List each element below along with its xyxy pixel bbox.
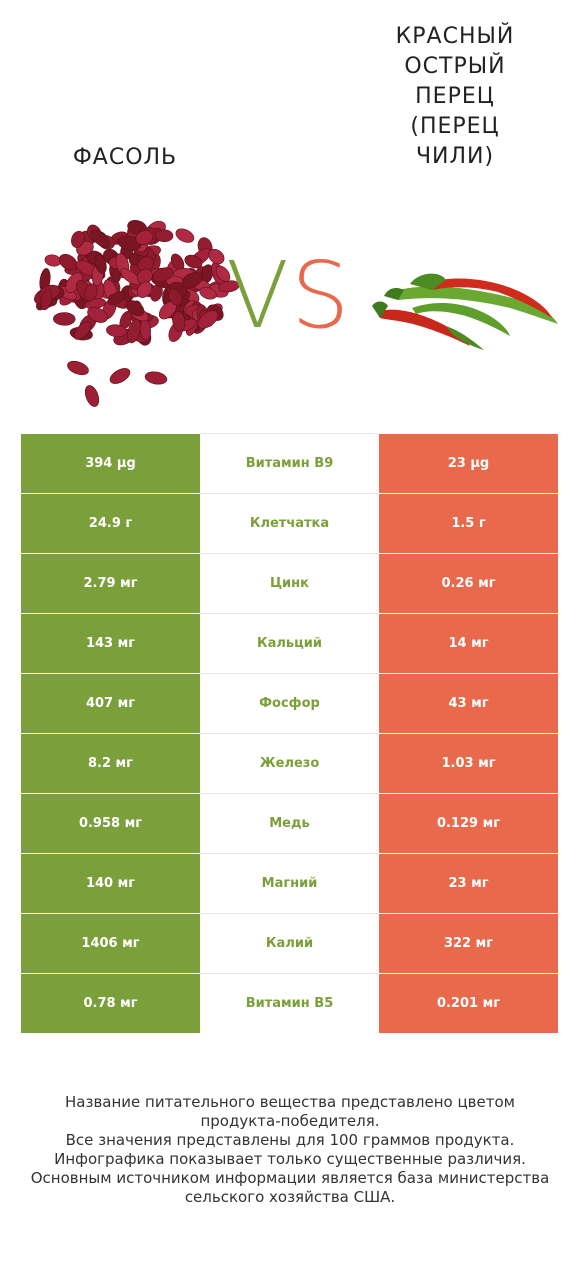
left-value-cell: 24.9 г bbox=[21, 493, 200, 554]
bean bbox=[135, 230, 154, 245]
table-row: 394 µg Витамин B9 23 µg bbox=[21, 433, 558, 494]
bean bbox=[94, 254, 107, 274]
nutrient-name-cell: Цинк bbox=[200, 553, 379, 614]
bean bbox=[84, 283, 98, 302]
footer-line: продукта-победителя. bbox=[200, 1112, 380, 1130]
bean bbox=[197, 310, 219, 329]
left-food-title: ФАСОЛЬ bbox=[72, 145, 178, 170]
footer-line: Название питательного вещества представл… bbox=[65, 1093, 515, 1111]
table-row: 0.958 мг Медь 0.129 мг bbox=[21, 793, 558, 854]
bean bbox=[107, 291, 126, 306]
left-value-cell: 394 µg bbox=[21, 433, 200, 494]
bean bbox=[136, 281, 153, 298]
bean bbox=[58, 253, 78, 271]
left-value-cell: 140 мг bbox=[21, 853, 200, 914]
right-value-cell: 43 мг bbox=[379, 673, 558, 734]
bean bbox=[154, 229, 174, 243]
bean bbox=[40, 288, 53, 311]
footer-line: Все значения представлены для 100 граммо… bbox=[65, 1131, 515, 1149]
nutrient-name-cell: Кальций bbox=[200, 613, 379, 674]
bean bbox=[152, 267, 174, 282]
nutrient-name-cell: Витамин B5 bbox=[200, 973, 379, 1033]
hero-illustration bbox=[34, 220, 558, 407]
comparison-table: 394 µg Витамин B9 23 µg 24.9 г Клетчатка 1.5 … bbox=[21, 433, 558, 1033]
nutrient-name-cell: Магний bbox=[200, 853, 379, 914]
bean bbox=[67, 360, 89, 376]
left-value-cell: 143 мг bbox=[21, 613, 200, 674]
nutrient-name-cell: Витамин B9 bbox=[200, 433, 379, 494]
bean bbox=[181, 272, 203, 289]
vs-s: S bbox=[290, 242, 352, 349]
footer-line: сельского хозяйства США. bbox=[184, 1188, 396, 1206]
left-value-cell: 407 мг bbox=[21, 673, 200, 734]
table-row: 0.78 мг Витамин B5 0.201 мг bbox=[21, 973, 558, 1033]
nutrient-name-cell: Калий bbox=[200, 913, 379, 974]
table-row: 24.9 г Клетчатка 1.5 г bbox=[21, 493, 558, 554]
bean bbox=[71, 230, 85, 248]
bean bbox=[127, 319, 141, 344]
bean bbox=[215, 265, 231, 282]
right-value-cell: 23 мг bbox=[379, 853, 558, 914]
bean bbox=[109, 368, 131, 384]
bean bbox=[117, 235, 142, 251]
footer-note: Название питательного вещества представл… bbox=[20, 1093, 560, 1207]
right-value-cell: 1.03 мг bbox=[379, 733, 558, 794]
bean bbox=[184, 254, 203, 269]
bean bbox=[175, 228, 195, 243]
table-row: 8.2 мг Железо 1.03 мг bbox=[21, 733, 558, 794]
table-row: 140 мг Магний 23 мг bbox=[21, 853, 558, 914]
bean bbox=[208, 248, 225, 265]
right-value-cell: 1.5 г bbox=[379, 493, 558, 554]
bean bbox=[84, 385, 100, 407]
right-value-cell: 0.201 мг bbox=[379, 973, 558, 1033]
nutrient-name-cell: Клетчатка bbox=[200, 493, 379, 554]
bean bbox=[53, 312, 76, 326]
left-value-cell: 8.2 мг bbox=[21, 733, 200, 794]
right-value-cell: 0.129 мг bbox=[379, 793, 558, 854]
right-value-cell: 0.26 мг bbox=[379, 553, 558, 614]
bean bbox=[136, 268, 153, 285]
bean bbox=[106, 324, 127, 338]
chili-peppers-illustration bbox=[372, 273, 558, 350]
table-row: 407 мг Фосфор 43 мг bbox=[21, 673, 558, 734]
bean bbox=[172, 311, 186, 332]
bean bbox=[125, 300, 145, 317]
bean bbox=[90, 229, 111, 248]
left-value-cell: 0.78 мг bbox=[21, 973, 200, 1033]
footer-line: Инфографика показывает только существенн… bbox=[54, 1150, 526, 1168]
bean bbox=[168, 288, 183, 306]
bean bbox=[120, 268, 141, 286]
left-value-cell: 0.958 мг bbox=[21, 793, 200, 854]
bean bbox=[144, 371, 168, 385]
bean bbox=[87, 306, 108, 323]
right-value-cell: 14 мг bbox=[379, 613, 558, 674]
left-value-cell: 1406 мг bbox=[21, 913, 200, 974]
nutrient-name-cell: Медь bbox=[200, 793, 379, 854]
footer-line: Основным источником информации является … bbox=[30, 1169, 550, 1187]
right-value-cell: 322 мг bbox=[379, 913, 558, 974]
beans-illustration bbox=[34, 220, 240, 407]
bean bbox=[199, 286, 217, 300]
right-value-cell: 23 µg bbox=[379, 433, 558, 494]
bean bbox=[73, 321, 92, 340]
nutrient-name-cell: Железо bbox=[200, 733, 379, 794]
right-food-title: КРАСНЫЙ ОСТРЫЙ ПЕРЕЦ (ПЕРЕЦ ЧИЛИ) bbox=[395, 24, 515, 169]
nutrient-name-cell: Фосфор bbox=[200, 673, 379, 734]
table-row: 2.79 мг Цинк 0.26 мг bbox=[21, 553, 558, 614]
table-row: 1406 мг Калий 322 мг bbox=[21, 913, 558, 974]
vs-v: V bbox=[226, 242, 291, 349]
bean bbox=[137, 256, 154, 272]
table-row: 143 мг Кальций 14 мг bbox=[21, 613, 558, 674]
vs-label: VS bbox=[226, 250, 351, 342]
left-value-cell: 2.79 мг bbox=[21, 553, 200, 614]
